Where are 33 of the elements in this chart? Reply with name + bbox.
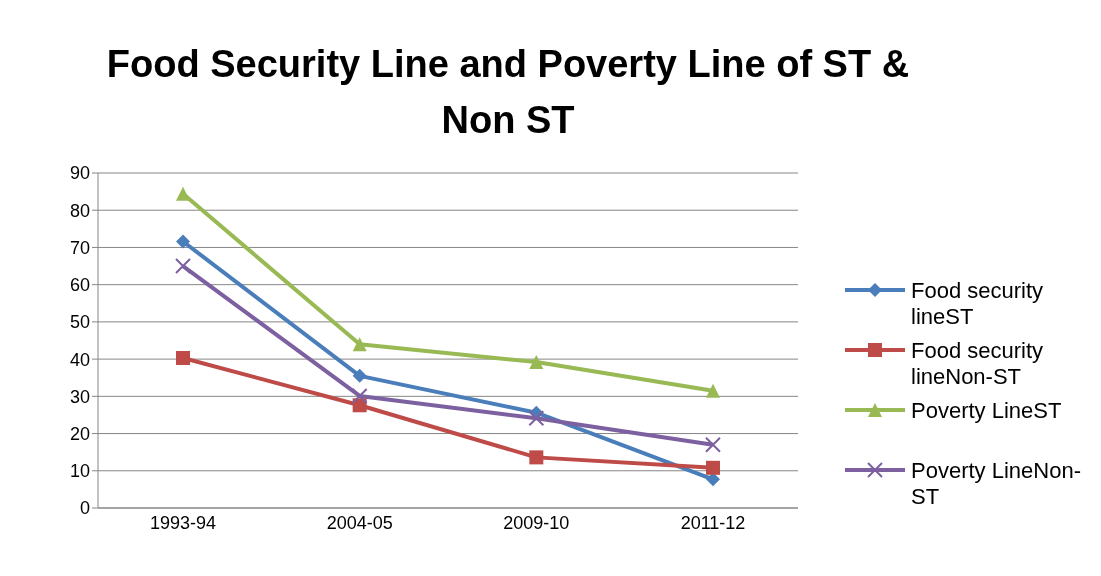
point [352, 368, 367, 383]
point [176, 186, 190, 201]
y-tick-label: 80 [69, 200, 90, 221]
point [528, 410, 545, 427]
y-tick-label: 60 [69, 275, 90, 296]
point [706, 472, 720, 487]
x-tick-label: 2011-12 [680, 512, 746, 533]
y-tick-label: 70 [69, 237, 90, 258]
x-tick-label: 2009-10 [503, 512, 570, 533]
legend-label: Poverty LineST [911, 398, 1063, 424]
y-tick-label: 40 [69, 349, 90, 370]
point [175, 258, 191, 275]
y-tick-label: 0 [79, 498, 90, 519]
legend-label: Food security lineNon-ST [911, 338, 1045, 390]
y-tick-label: 30 [69, 386, 90, 407]
point [705, 436, 721, 453]
y-tick-label: 90 [69, 163, 90, 184]
y-tick-label: 20 [69, 423, 90, 444]
point [706, 383, 720, 398]
legend-label: Poverty LineNon-ST [911, 458, 1082, 510]
y-tick-label: 10 [69, 461, 90, 482]
chart-title: Food Security Line and Poverty Line of ST & Non ST [105, 42, 911, 143]
point [176, 234, 190, 249]
x-tick-label: 1993-94 [149, 512, 217, 533]
x-tick-label: 2004-05 [326, 512, 393, 533]
point [351, 387, 368, 404]
point [706, 460, 720, 475]
y-tick-label: 50 [69, 312, 90, 333]
point [352, 337, 367, 352]
point [529, 450, 544, 465]
point [176, 350, 190, 365]
legend-label: Food security lineST [911, 278, 1045, 330]
point [529, 355, 544, 370]
